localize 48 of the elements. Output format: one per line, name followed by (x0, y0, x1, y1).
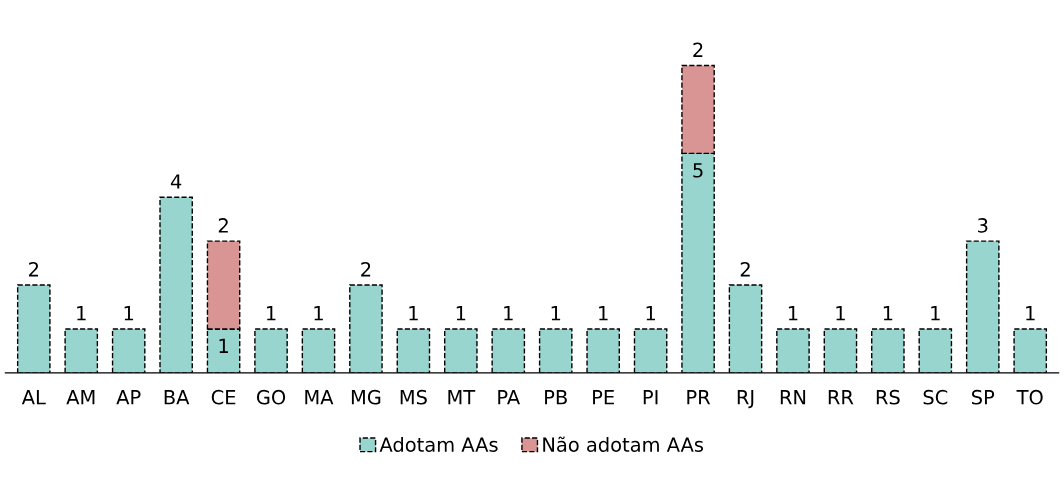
x-tick-label: RR (828, 390, 854, 405)
x-tick-label: BA (164, 390, 190, 405)
data-label: 1 (788, 306, 798, 321)
data-label: 1 (504, 306, 513, 321)
x-tick-label: PR (687, 390, 711, 405)
data-label: 1 (314, 306, 323, 321)
x-tick-label: PA (498, 390, 521, 405)
data-label: 1 (1026, 306, 1035, 321)
data-label: 1 (266, 306, 276, 321)
data-label: 1 (883, 306, 893, 321)
data-label: 1 (931, 306, 940, 321)
legend-label: Não adotam AAs (543, 436, 704, 452)
x-tick-label: SP (972, 389, 995, 405)
data-label: 1 (599, 306, 608, 321)
x-tick-label: PI (643, 390, 658, 405)
data-label: 2 (361, 261, 371, 277)
x-tick-label: PE (593, 390, 614, 405)
data-label: 4 (170, 174, 182, 189)
x-tick-label: RJ (737, 390, 754, 409)
data-label: 1 (124, 306, 134, 321)
data-label: 2 (218, 218, 228, 233)
data-label: 1 (456, 306, 466, 321)
data-label: 2 (740, 261, 750, 277)
legend-label: Adotam AAs (379, 436, 498, 452)
x-tick-label: MS (400, 389, 427, 405)
data-label: 1 (77, 306, 86, 321)
x-tick-label: CE (211, 389, 236, 405)
data-label: 2 (693, 42, 703, 57)
data-label: 1 (646, 306, 656, 321)
data-label: 2 (29, 261, 39, 277)
x-tick-label: AM (66, 390, 95, 405)
data-label: 1 (551, 306, 561, 321)
x-tick-label: SC (923, 389, 948, 405)
x-tick-label: RN (780, 390, 806, 405)
x-tick-label: AL (21, 390, 46, 405)
x-tick-label: AP (116, 390, 141, 405)
x-tick-label: MA (305, 390, 334, 405)
x-tick-label: PB (545, 390, 567, 405)
x-tick-label: MG (351, 389, 381, 405)
x-tick-label: TO (1016, 389, 1043, 405)
data-label: 1 (219, 338, 228, 353)
x-tick-label: MT (448, 390, 476, 405)
data-label: 3 (978, 218, 988, 233)
x-tick-label: RS (876, 389, 900, 405)
x-tick-label: GO (256, 389, 286, 405)
data-label: 1 (836, 306, 845, 321)
data-label: 5 (693, 163, 703, 178)
data-label: 1 (409, 306, 418, 321)
